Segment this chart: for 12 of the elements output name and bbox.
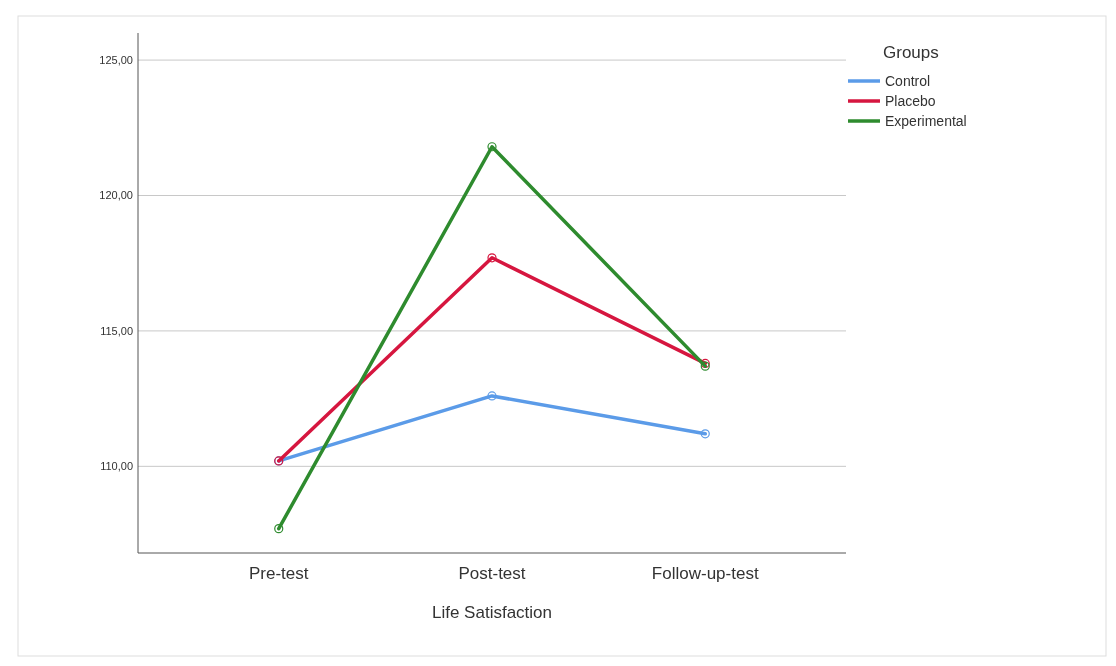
x-tick-label: Post-test — [458, 564, 526, 583]
legend-label: Experimental — [885, 112, 967, 129]
legend-label: Control — [885, 72, 931, 89]
x-tick-label: Follow-up-test — [651, 564, 759, 583]
y-tick-label: 125,00 — [99, 53, 133, 66]
y-tick-label: 110,00 — [100, 460, 133, 473]
legend-label: Placebo — [885, 92, 936, 109]
y-tick-label: 120,00 — [99, 189, 133, 202]
legend-title: Groups — [883, 43, 939, 62]
y-tick-label: 115,00 — [100, 324, 133, 337]
x-tick-label: Pre-test — [248, 564, 309, 583]
x-axis-title: Life Satisfaction — [431, 603, 553, 622]
